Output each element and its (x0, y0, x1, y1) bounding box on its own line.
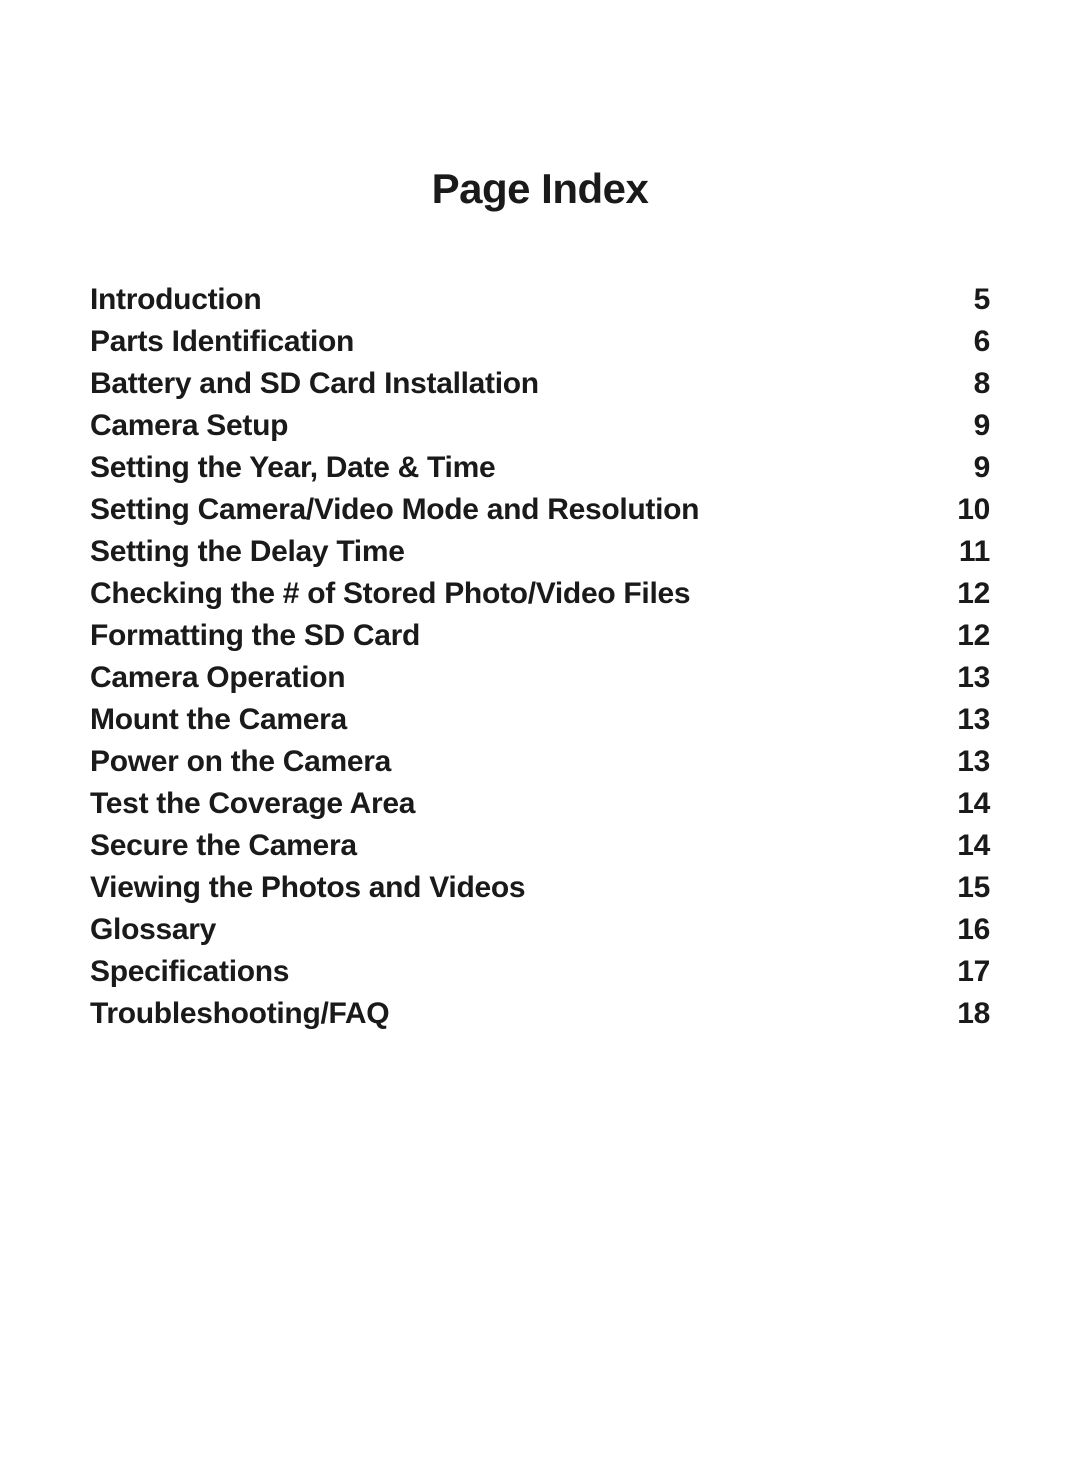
toc-entry-title: Setting the Year, Date & Time (90, 447, 495, 489)
toc-entry-title: Mount the Camera (90, 699, 347, 741)
toc-entry-page: 18 (940, 993, 990, 1035)
toc-row: Setting Camera/Video Mode and Resolution… (90, 489, 990, 531)
toc-row: Power on the Camera 13 (90, 741, 990, 783)
toc-entry-title: Test the Coverage Area (90, 783, 415, 825)
toc-row: Battery and SD Card Installation 8 (90, 363, 990, 405)
toc-row: Introduction 5 (90, 279, 990, 321)
toc-entry-title: Introduction (90, 279, 261, 321)
toc-row: Glossary 16 (90, 909, 990, 951)
toc-entry-page: 10 (940, 489, 990, 531)
toc-entry-page: 13 (940, 699, 990, 741)
toc-entry-title: Setting Camera/Video Mode and Resolution (90, 489, 699, 531)
toc-row: Mount the Camera 13 (90, 699, 990, 741)
toc-entry-title: Troubleshooting/FAQ (90, 993, 389, 1035)
toc-entry-title: Glossary (90, 909, 216, 951)
toc-row: Secure the Camera 14 (90, 825, 990, 867)
toc-row: Parts Identification 6 (90, 321, 990, 363)
toc-row: Camera Setup 9 (90, 405, 990, 447)
toc-row: Test the Coverage Area 14 (90, 783, 990, 825)
toc-entry-title: Parts Identification (90, 321, 354, 363)
toc-entry-title: Secure the Camera (90, 825, 357, 867)
toc-row: Specifications 17 (90, 951, 990, 993)
toc-entry-page: 5 (940, 279, 990, 321)
toc-entry-page: 15 (940, 867, 990, 909)
toc-entry-page: 13 (940, 741, 990, 783)
toc-entry-page: 14 (940, 825, 990, 867)
toc-entry-title: Power on the Camera (90, 741, 391, 783)
toc-row: Camera Operation 13 (90, 657, 990, 699)
toc-entry-title: Battery and SD Card Installation (90, 363, 539, 405)
toc-entry-title: Formatting the SD Card (90, 615, 420, 657)
toc-entry-page: 16 (940, 909, 990, 951)
toc-entry-page: 12 (940, 573, 990, 615)
toc-entry-page: 11 (940, 531, 990, 573)
toc-row: Checking the # of Stored Photo/Video Fil… (90, 573, 990, 615)
toc-entry-page: 8 (940, 363, 990, 405)
page-title: Page Index (90, 165, 990, 213)
toc-row: Troubleshooting/FAQ 18 (90, 993, 990, 1035)
toc-row: Setting the Year, Date & Time 9 (90, 447, 990, 489)
toc-entry-page: 14 (940, 783, 990, 825)
toc-entry-page: 9 (940, 447, 990, 489)
toc-entry-title: Camera Setup (90, 405, 288, 447)
toc-row: Viewing the Photos and Videos 15 (90, 867, 990, 909)
toc-row: Formatting the SD Card 12 (90, 615, 990, 657)
table-of-contents: Introduction5Parts Identification6Batter… (90, 279, 990, 1035)
toc-entry-page: 13 (940, 657, 990, 699)
toc-entry-title: Setting the Delay Time (90, 531, 405, 573)
toc-entry-title: Specifications (90, 951, 289, 993)
toc-entry-title: Viewing the Photos and Videos (90, 867, 525, 909)
toc-entry-title: Camera Operation (90, 657, 345, 699)
toc-row: Setting the Delay Time 11 (90, 531, 990, 573)
toc-entry-title: Checking the # of Stored Photo/Video Fil… (90, 573, 690, 615)
toc-entry-page: 9 (940, 405, 990, 447)
toc-entry-page: 12 (940, 615, 990, 657)
toc-entry-page: 6 (940, 321, 990, 363)
toc-entry-page: 17 (940, 951, 990, 993)
